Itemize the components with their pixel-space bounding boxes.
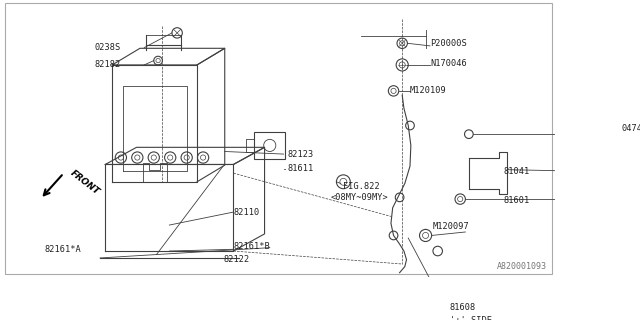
Text: M120109: M120109 (410, 86, 447, 95)
Text: 82122: 82122 (223, 255, 249, 264)
Text: N170046: N170046 (430, 59, 467, 68)
Text: 0238S: 0238S (95, 43, 121, 52)
Text: A820001093: A820001093 (497, 262, 547, 271)
Text: FRONT: FRONT (69, 169, 102, 197)
Text: 0474S: 0474S (621, 124, 640, 132)
Text: '+' SIDE: '+' SIDE (450, 316, 492, 320)
Text: <08MY~09MY>: <08MY~09MY> (330, 193, 388, 202)
Text: 82110: 82110 (234, 208, 260, 217)
Text: 81601: 81601 (504, 196, 530, 205)
Text: 82161*A: 82161*A (45, 245, 81, 254)
Text: 82182: 82182 (95, 60, 121, 69)
Text: 81041: 81041 (504, 167, 530, 176)
Text: 81608: 81608 (450, 303, 476, 312)
Text: 82161*B: 82161*B (234, 242, 270, 251)
Text: FIG.822: FIG.822 (343, 182, 380, 191)
Text: 82123: 82123 (287, 149, 314, 159)
Text: 81611: 81611 (287, 164, 314, 173)
Text: P20000S: P20000S (430, 39, 467, 48)
Text: M120097: M120097 (433, 222, 469, 231)
